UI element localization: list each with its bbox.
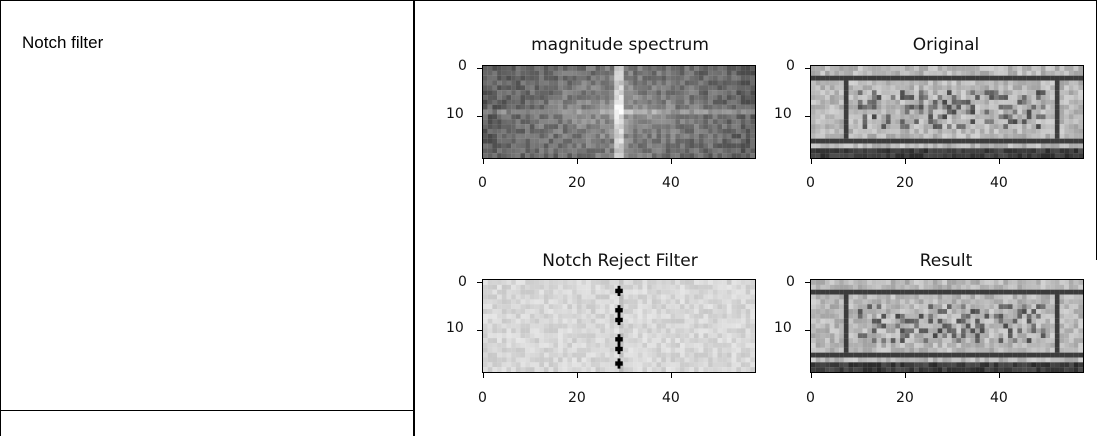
panel-title: Original (912, 35, 980, 55)
spectrum-pixels (483, 66, 755, 158)
y-tick-mark (477, 116, 482, 118)
table-top-border (0, 0, 1097, 1)
x-tick-40: 40 (662, 390, 680, 406)
y-tick-10: 10 (774, 106, 792, 122)
notch-reject-filter-image (482, 279, 756, 373)
x-tick-mark (811, 373, 812, 378)
y-tick-mark (477, 68, 482, 69)
table-left-border (0, 0, 1, 436)
y-tick-mark (477, 330, 482, 332)
y-tick-10: 10 (446, 106, 464, 122)
x-tick-20: 20 (896, 175, 914, 191)
y-tick-10: 10 (446, 320, 464, 336)
x-tick-40: 40 (990, 175, 1008, 191)
table-row-divider (0, 410, 413, 411)
panel-title: Notch Reject Filter (542, 251, 698, 271)
y-tick-10: 10 (774, 320, 792, 336)
filter-pixels (483, 280, 755, 372)
x-tick-mark (576, 159, 578, 164)
magnitude-spectrum-image (482, 65, 756, 159)
x-tick-mark (904, 159, 906, 164)
x-tick-0: 0 (478, 390, 487, 406)
y-tick-mark (805, 116, 810, 118)
x-tick-mark (998, 159, 1000, 164)
photo-pixels (811, 66, 1083, 158)
y-tick-mark (477, 282, 482, 283)
y-tick-0: 0 (786, 58, 795, 74)
original-image (810, 65, 1084, 159)
result-image (810, 279, 1084, 373)
x-tick-40: 40 (990, 390, 1008, 406)
notch-filter-figure: magnitude spectrum 0 10 0 20 40 Original… (418, 0, 1097, 436)
x-tick-mark (483, 373, 484, 378)
photo-pixels (811, 280, 1083, 372)
x-tick-20: 20 (896, 390, 914, 406)
x-tick-mark (483, 159, 484, 164)
x-tick-0: 0 (478, 175, 487, 191)
x-tick-mark (904, 373, 906, 378)
x-tick-20: 20 (568, 175, 586, 191)
x-tick-mark (670, 159, 672, 164)
x-tick-mark (998, 373, 1000, 378)
y-tick-mark (805, 68, 810, 69)
panel-title: Result (919, 251, 973, 271)
x-tick-mark (670, 373, 672, 378)
table-column-divider (413, 0, 415, 436)
y-tick-0: 0 (458, 58, 467, 74)
y-tick-0: 0 (458, 274, 467, 290)
x-tick-mark (576, 373, 578, 378)
panel-title: magnitude spectrum (531, 35, 709, 55)
x-tick-0: 0 (806, 390, 815, 406)
x-tick-40: 40 (662, 175, 680, 191)
x-tick-0: 0 (806, 175, 815, 191)
y-tick-0: 0 (786, 274, 795, 290)
y-tick-mark (805, 330, 810, 332)
x-tick-mark (811, 159, 812, 164)
x-tick-20: 20 (568, 390, 586, 406)
y-tick-mark (805, 282, 810, 283)
row-label: Notch filter (22, 33, 104, 52)
